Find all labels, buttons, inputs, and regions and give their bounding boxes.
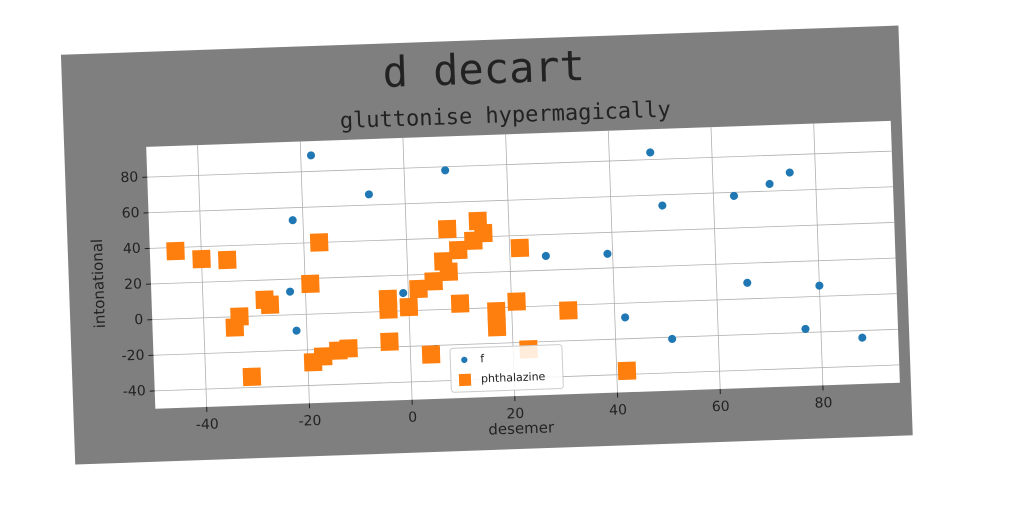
scatter-point (399, 297, 419, 317)
scatter-point (765, 179, 774, 188)
legend-label: phthalazine (481, 370, 546, 385)
scatter-point (743, 278, 752, 287)
scatter-point (617, 361, 637, 381)
scatter-point (166, 241, 185, 261)
y-tick-label: 60 (121, 205, 139, 222)
y-tick-label: -20 (121, 348, 144, 365)
scatter-point (474, 223, 493, 243)
grid-line (813, 123, 824, 386)
scatter-point (668, 334, 677, 343)
scatter-point (441, 166, 450, 175)
scatter-point (510, 238, 530, 258)
scatter-point (424, 271, 443, 291)
scatter-point (785, 168, 794, 177)
scatter-point (621, 313, 630, 322)
scatter-point (399, 288, 408, 298)
scatter-point (448, 240, 468, 260)
scatter-point (658, 201, 667, 210)
y-axis-label: intonational (88, 239, 109, 329)
scatter-point (858, 333, 867, 342)
grid-line (148, 186, 894, 214)
x-tick-label: -40 (196, 417, 219, 434)
scatter-point (421, 345, 441, 364)
grid-line (150, 257, 896, 285)
y-tick-label: 20 (124, 276, 142, 293)
scatter-point (439, 262, 459, 282)
scatter-point (306, 151, 316, 160)
scatter-point (364, 190, 373, 199)
scatter-point (192, 249, 211, 269)
x-tick-label: 60 (712, 399, 730, 416)
scatter-point (313, 347, 333, 366)
grid-line (607, 130, 618, 393)
chart-panel: d decart gluttonise hypermagically desem… (60, 25, 913, 465)
legend-label: f (480, 352, 485, 365)
scatter-point (815, 281, 824, 290)
grid-line (149, 221, 895, 249)
y-tick-label: 0 (134, 312, 143, 328)
scatter-point (301, 274, 320, 294)
scatter-point (309, 233, 329, 252)
scatter-point (450, 294, 470, 313)
scatter-point (646, 148, 655, 157)
scatter-point (339, 339, 358, 358)
scatter-point (801, 324, 810, 333)
y-tick-label: -40 (123, 383, 146, 400)
scatter-point (559, 301, 578, 320)
x-tick-label: 40 (609, 402, 627, 419)
scatter-point (292, 326, 301, 335)
scatter-point (437, 219, 457, 239)
grid-line (197, 145, 208, 407)
scatter-point (260, 295, 280, 315)
scatter-point (286, 287, 295, 296)
x-tick-label: -20 (298, 413, 321, 430)
grid-line (710, 127, 721, 389)
y-tick-label: 40 (123, 241, 141, 258)
scatter-point (288, 216, 297, 225)
x-tick-label: 80 (814, 395, 832, 412)
scatter-point (487, 317, 507, 337)
grid-line (147, 150, 892, 178)
legend-marker (458, 373, 472, 387)
scatter-point (217, 250, 237, 270)
x-tick-label: 20 (506, 406, 524, 423)
grid-line (402, 137, 413, 400)
scatter-point (603, 249, 612, 258)
scatter-point (487, 301, 506, 321)
scatter-point (541, 251, 550, 261)
scatter-point (225, 318, 245, 337)
scatter-point (507, 292, 526, 311)
scatter-point (409, 279, 428, 299)
chart-title: d decart (382, 41, 586, 97)
legend-box (449, 344, 564, 393)
x-tick-label: 0 (408, 410, 417, 426)
scatter-point (380, 332, 399, 351)
legend-marker (461, 356, 468, 364)
y-tick-label: 80 (120, 169, 138, 186)
scatter-point (729, 191, 739, 200)
scatter-point (379, 300, 398, 319)
scatter-point (242, 367, 262, 387)
x-axis-label: desemer (488, 418, 555, 438)
